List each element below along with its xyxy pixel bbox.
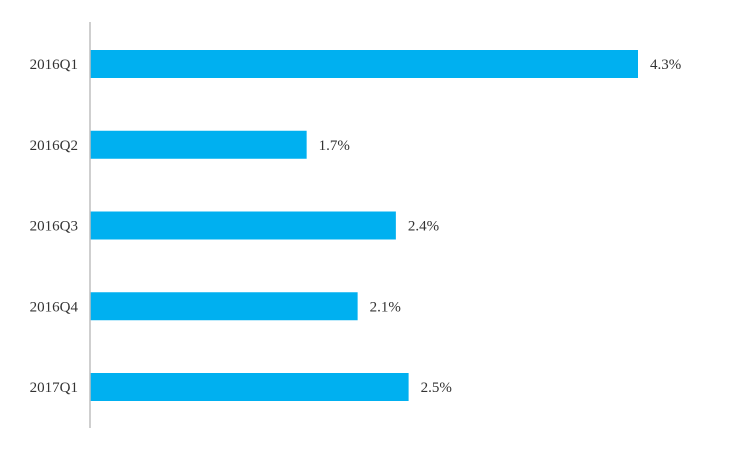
- bar-2016Q2: [90, 130, 307, 159]
- value-label: 4.3%: [650, 57, 681, 73]
- value-label: 2.1%: [370, 299, 401, 315]
- bars-layer: 2016Q1 4.3% 2016Q2 1.7% 2016Q3 2.4% 2016Q4 2.1%…: [30, 50, 681, 401]
- value-label: 2.4%: [408, 219, 439, 235]
- category-label: 2016Q2: [30, 138, 78, 154]
- bar-2016Q3: [90, 211, 396, 240]
- category-label: 2016Q4: [30, 299, 79, 315]
- value-label: 2.5%: [421, 380, 452, 396]
- value-label: 1.7%: [319, 138, 350, 154]
- bar-2016Q1: [90, 50, 638, 78]
- bar-2017Q1: [90, 373, 409, 401]
- bar-2016Q4: [90, 292, 358, 321]
- category-label: 2016Q1: [30, 57, 78, 73]
- category-label: 2016Q3: [30, 219, 78, 235]
- category-label: 2017Q1: [30, 380, 78, 396]
